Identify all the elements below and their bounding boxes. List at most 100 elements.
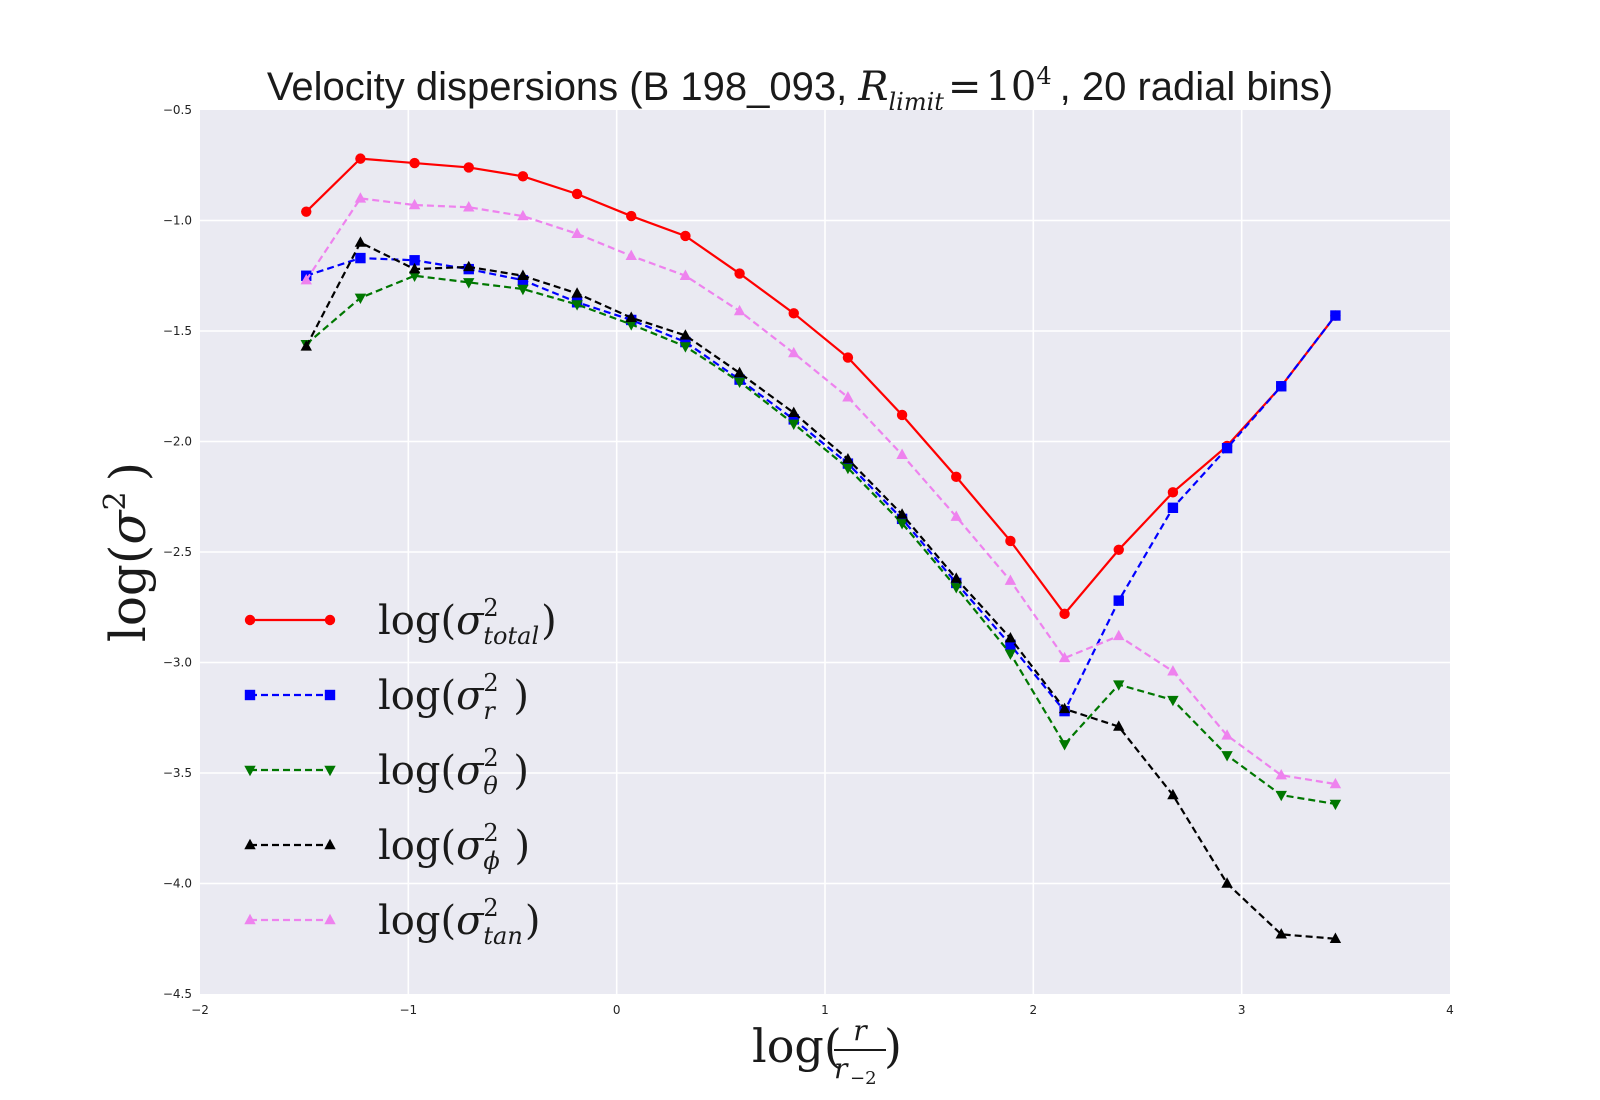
data-point-phi	[1058, 702, 1071, 714]
legend-close: )	[525, 898, 541, 944]
data-point-phi	[733, 366, 746, 378]
y-axis-label: log(σ2)	[98, 462, 157, 642]
series-layer	[300, 153, 1342, 943]
x-tick-label: −2	[191, 1003, 209, 1017]
data-point-phi	[1329, 932, 1342, 943]
chart-title: Velocity dispersions (B 198_093, Rlimit =…	[267, 62, 1333, 116]
legend-close: )	[502, 823, 530, 869]
data-point-theta	[625, 320, 637, 331]
series-line-phi	[305, 241, 1336, 940]
series-line-total	[305, 157, 1337, 616]
legend: log(σtotal2)log(σr2 )log(σθ2 )log(σϕ2 )l…	[244, 594, 557, 950]
data-point-tan	[1113, 629, 1125, 641]
legend-marker-tan	[244, 913, 256, 925]
data-point-theta	[1058, 740, 1071, 751]
legend-sym: σ	[456, 673, 485, 719]
data-point-theta	[463, 278, 475, 289]
legend-func: log(	[378, 823, 456, 869]
data-point-phi	[354, 236, 367, 247]
data-point-tan	[1004, 574, 1017, 585]
data-point-tan	[733, 304, 746, 316]
data-point-r	[1113, 595, 1124, 606]
data-point-theta	[571, 300, 583, 311]
y-tick-label: −3.0	[163, 656, 192, 670]
x-axis-label-denominator: r	[834, 1052, 849, 1085]
data-point-theta	[1004, 649, 1017, 660]
data-point-tan	[571, 227, 583, 238]
y-tick-label: −2.5	[163, 545, 192, 559]
data-point-tan	[896, 448, 908, 459]
x-tick-label: 2	[1030, 1003, 1038, 1017]
data-point-phi	[1004, 631, 1017, 643]
data-point-tan	[1329, 777, 1342, 789]
data-point-r	[1005, 639, 1016, 651]
legend-sub: r	[483, 697, 496, 725]
data-point-total	[896, 409, 908, 421]
series-line-tan	[305, 197, 1336, 786]
data-point-r	[680, 336, 691, 348]
data-point-total	[680, 230, 691, 242]
data-point-r	[355, 252, 366, 264]
y-axis-label-close: )	[99, 462, 157, 482]
data-point-r	[951, 577, 962, 589]
data-point-tan	[300, 273, 312, 285]
data-point-theta	[517, 284, 529, 296]
legend-sup: 2	[483, 894, 498, 922]
data-point-phi	[408, 262, 421, 274]
data-point-r	[842, 458, 854, 469]
data-point-r	[1221, 442, 1233, 454]
legend-marker-r	[244, 689, 256, 701]
data-point-total	[1059, 608, 1070, 620]
x-tick-label: 4	[1446, 1003, 1454, 1017]
data-point-theta	[1275, 790, 1287, 802]
data-point-total	[734, 268, 745, 279]
x-tick-label: −1	[399, 1003, 417, 1017]
data-point-phi	[788, 406, 800, 417]
legend-marker-r	[324, 689, 336, 701]
data-point-theta	[1167, 695, 1179, 707]
legend-sub: total	[483, 622, 539, 650]
x-axis-label: log( r r −2 )	[752, 1014, 902, 1089]
data-point-total	[409, 157, 420, 169]
y-tick-label: −2.0	[163, 435, 192, 449]
title-equals: =	[948, 64, 982, 110]
data-point-phi	[1113, 720, 1125, 731]
data-point-total	[355, 153, 366, 164]
data-point-tan	[950, 510, 962, 521]
x-axis-label-close: )	[884, 1019, 902, 1073]
legend-sup: 2	[483, 594, 498, 622]
legend-item-phi: log(σϕ2 )	[244, 819, 530, 875]
data-point-phi	[517, 269, 529, 280]
title-base: 10	[985, 64, 1036, 110]
legend-sup: 2	[483, 744, 498, 772]
grid	[200, 110, 1450, 994]
data-point-theta	[733, 377, 746, 389]
title-var: R	[857, 64, 888, 110]
data-point-r	[409, 255, 420, 266]
legend-label-total: log(σtotal2)	[378, 594, 557, 650]
data-point-tan	[1167, 665, 1179, 676]
data-point-r	[517, 274, 529, 286]
data-point-tan	[354, 192, 367, 203]
legend-sub: tan	[483, 922, 522, 950]
data-point-r	[1330, 310, 1341, 321]
y-axis-label-sup: 2	[98, 491, 133, 510]
series-line-r	[305, 256, 1337, 714]
title-prefix: Velocity dispersions (B 198_093,	[267, 65, 858, 109]
data-point-total	[463, 162, 474, 173]
legend-marker-tan	[324, 913, 336, 925]
legend-item-theta: log(σθ2 )	[244, 744, 529, 800]
legend-sup: 2	[483, 819, 498, 847]
data-point-theta	[354, 293, 367, 305]
data-point-phi	[300, 340, 312, 351]
series-phi	[300, 236, 1342, 943]
legend-sub: ϕ	[483, 847, 499, 875]
data-point-total	[517, 171, 529, 182]
data-point-total	[788, 308, 799, 319]
y-tick-label: −0.5	[163, 103, 192, 117]
data-point-theta	[788, 419, 800, 431]
legend-marker-theta	[244, 765, 256, 777]
legend-func: log(	[378, 673, 456, 719]
legend-sym: σ	[456, 748, 485, 794]
